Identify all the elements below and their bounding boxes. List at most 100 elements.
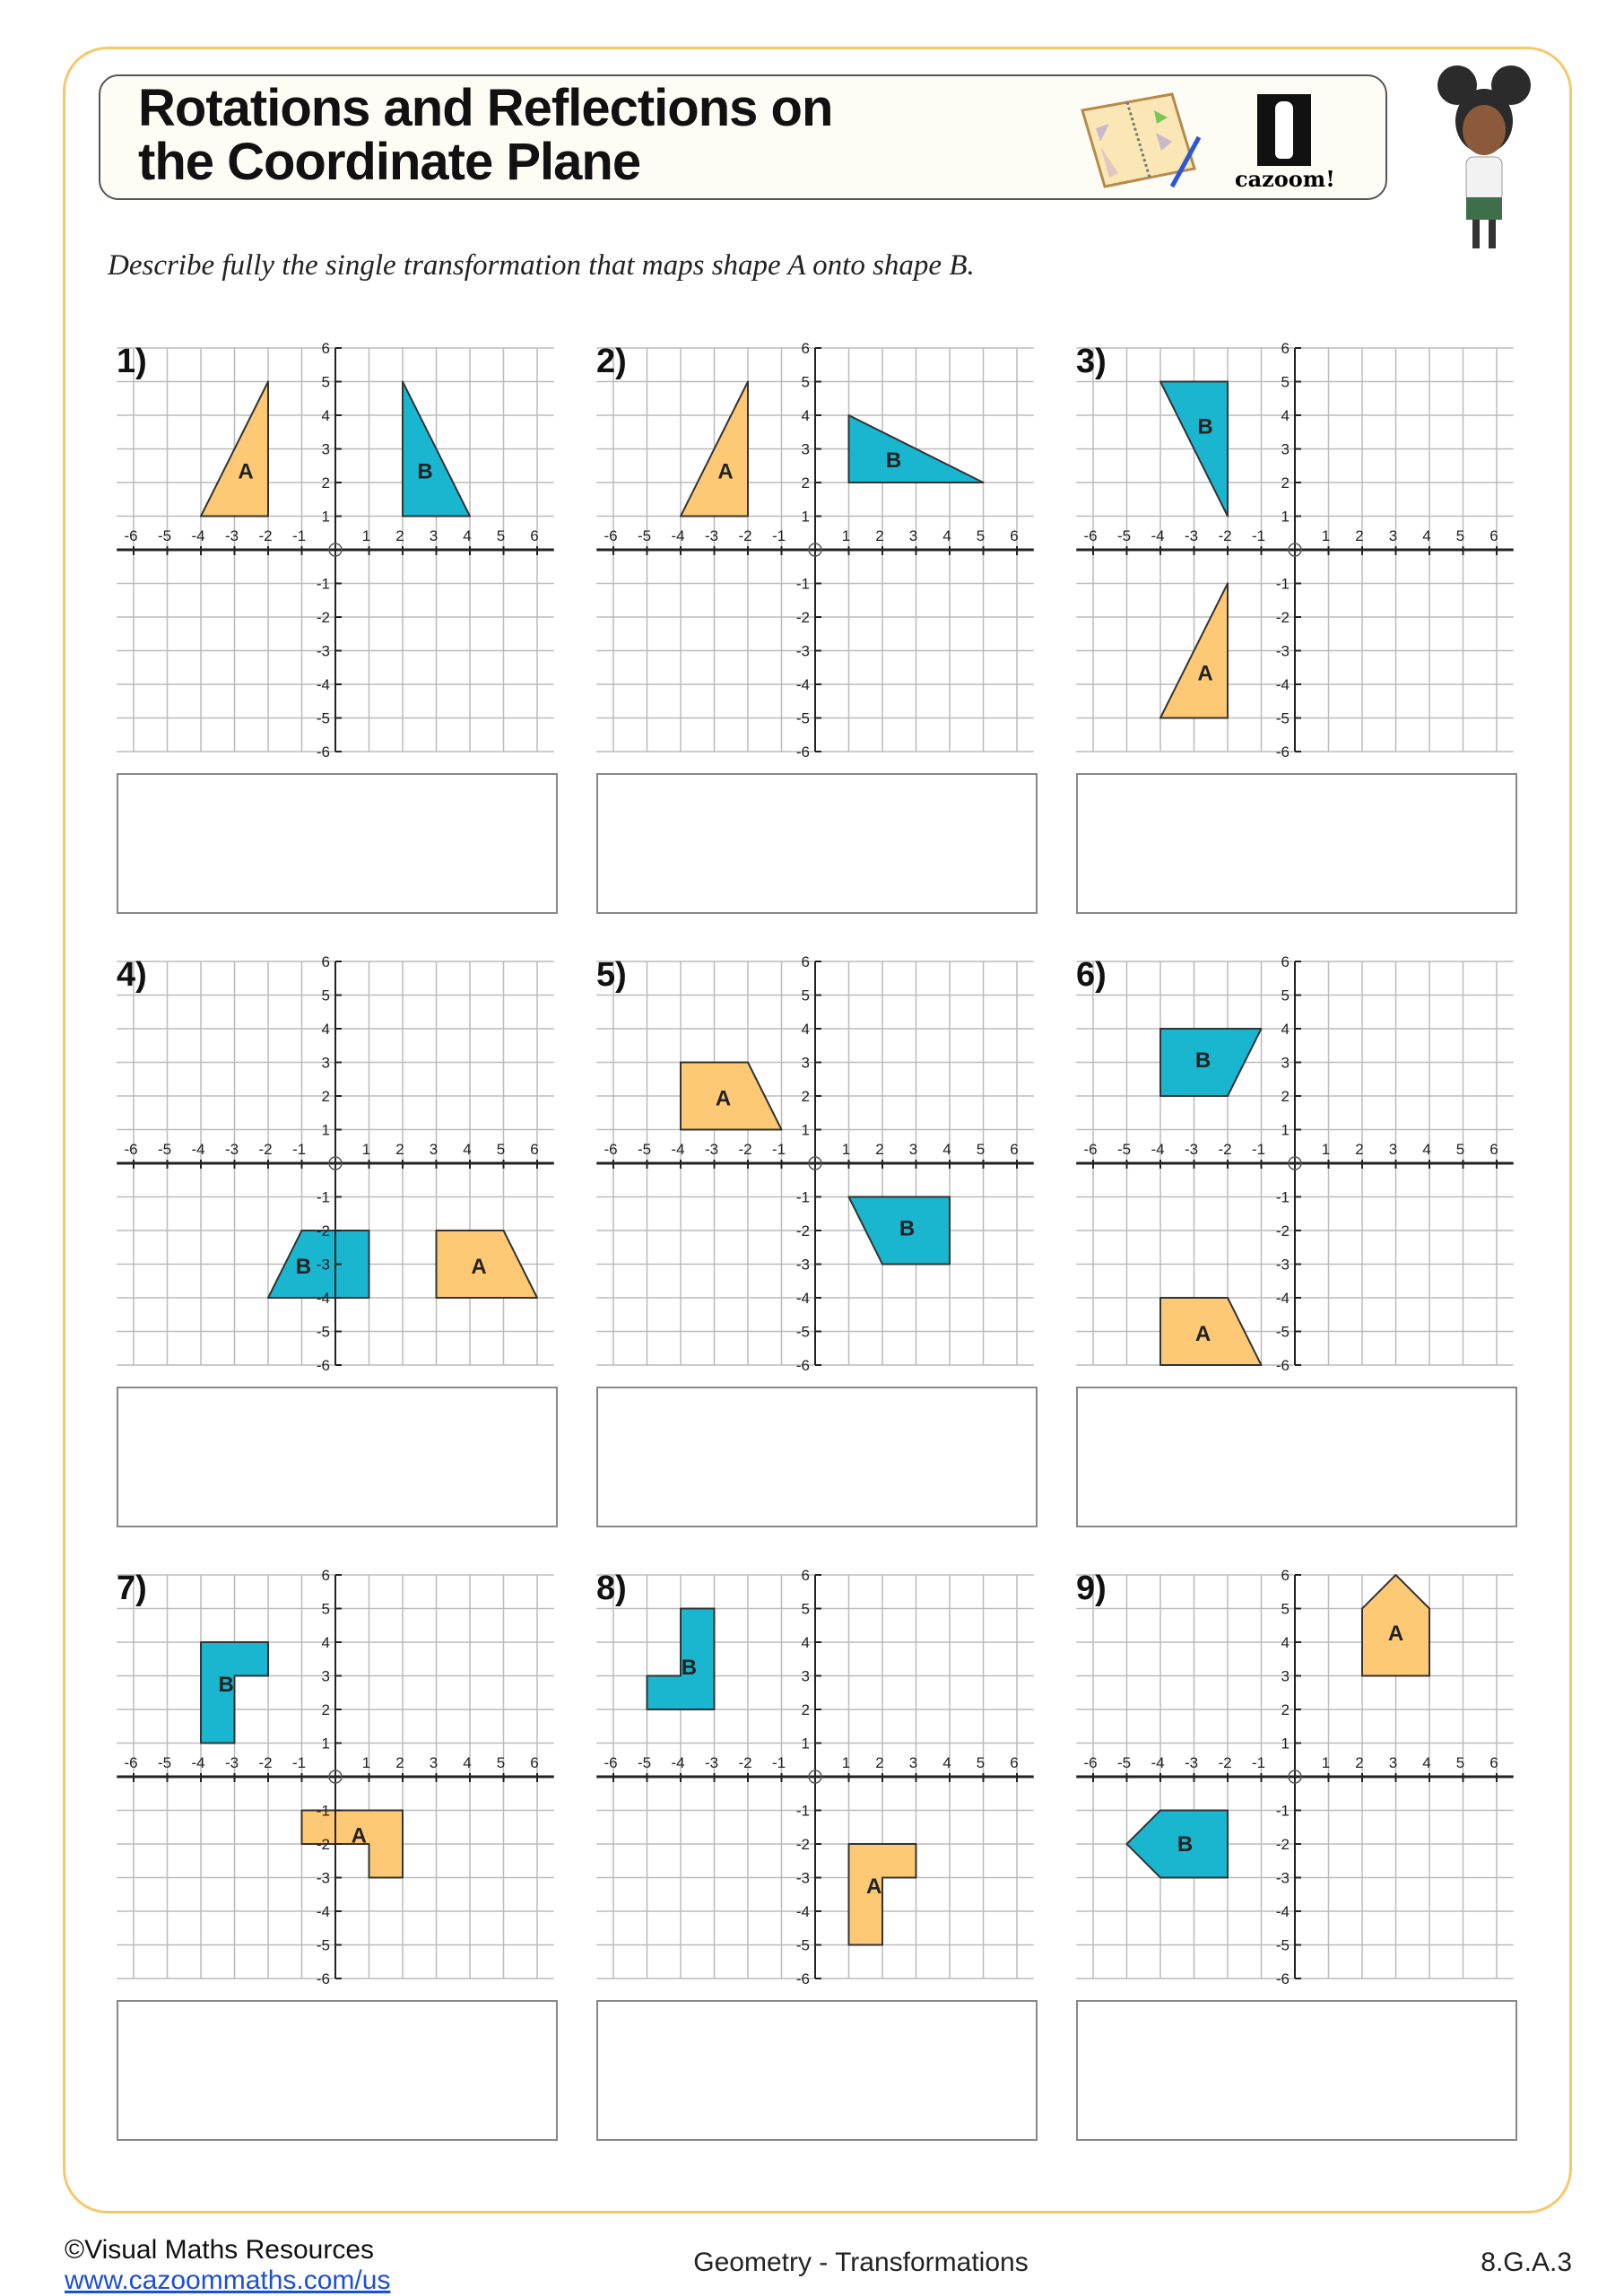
y-tick-label: 5 [322, 987, 330, 1004]
y-tick-label: -4 [1276, 1290, 1290, 1307]
answer-box[interactable] [596, 1387, 1038, 1527]
x-tick-label: -2 [258, 1141, 272, 1158]
shape-b-label: B [1195, 1048, 1211, 1073]
shape-a-label: A [352, 1824, 367, 1848]
cazoom-logo: cazoom! [1235, 94, 1335, 192]
shape-a-label: A [716, 1087, 731, 1111]
x-tick-label: -6 [124, 1141, 137, 1158]
x-tick-label: 3 [1389, 1141, 1397, 1158]
x-tick-label: 2 [1355, 1754, 1363, 1771]
footer-credit: ©Visual Maths Resources www.cazoommaths.… [65, 2235, 390, 2296]
y-tick-label: 1 [1281, 1122, 1290, 1139]
problem-8: A B -6 -6 -5 -5 -4 -4 -3 -3 -2 -2 -1 -1 1 1 2 2 3 3 4 4 5 5 6 6 8) [596, 1559, 1045, 2151]
x-tick-label: 3 [430, 1141, 438, 1158]
instruction-text: Describe fully the single transformation… [108, 249, 975, 282]
x-tick-label: 2 [875, 1754, 883, 1771]
shape-b-label: B [296, 1255, 311, 1279]
y-tick-label: -3 [796, 1257, 810, 1274]
x-tick-label: 5 [1456, 1141, 1464, 1158]
x-tick-label: -3 [1185, 1141, 1198, 1158]
y-tick-label: 2 [322, 474, 330, 491]
website-link[interactable]: www.cazoommaths.com/us [65, 2266, 391, 2295]
y-tick-label: -4 [317, 676, 330, 693]
y-tick-label: -2 [1276, 1836, 1290, 1853]
x-tick-label: 4 [463, 1141, 471, 1158]
shape-a-label: A [1197, 662, 1212, 686]
answer-box[interactable] [596, 2000, 1038, 2141]
problem-7: A B -6 -6 -5 -5 -4 -4 -3 -3 -2 -2 -1 -1 1 1 2 2 3 3 4 4 5 5 6 6 7) [117, 1559, 565, 2151]
shape-a [847, 1843, 917, 1946]
coordinate-grid: A B -6 -6 -5 -5 -4 -4 -3 -3 -2 -2 -1 -1 1 1 2 2 3 3 4 4 5 5 6 6 [1076, 1567, 1514, 1987]
x-tick-label: -5 [638, 527, 651, 544]
x-tick-label: 2 [875, 1141, 883, 1158]
y-tick-label: -4 [796, 1903, 810, 1920]
shape-a-label: A [238, 460, 253, 484]
answer-box[interactable] [1076, 1387, 1517, 1527]
x-tick-label: -2 [258, 1754, 272, 1771]
y-tick-label: -1 [1276, 1803, 1290, 1820]
x-tick-label: -5 [158, 527, 171, 544]
answer-box[interactable] [596, 773, 1038, 914]
x-tick-label: -2 [1218, 1141, 1231, 1158]
x-tick-label: 6 [1010, 527, 1018, 544]
coordinate-grid: A B -6 -6 -5 -5 -4 -4 -3 -3 -2 -2 -1 -1 1 1 2 2 3 3 4 4 5 5 6 6 [117, 953, 554, 1374]
x-tick-label: 4 [1422, 527, 1430, 544]
y-tick-label: 5 [802, 374, 810, 391]
x-tick-label: 2 [395, 1141, 404, 1158]
answer-box[interactable] [1076, 2000, 1517, 2141]
shape-a [1159, 1297, 1263, 1366]
y-tick-label: -4 [796, 676, 810, 693]
y-tick-label: -3 [1276, 1257, 1290, 1274]
x-tick-label: 6 [1489, 527, 1498, 544]
y-tick-label: -6 [317, 744, 330, 761]
y-tick-label: 5 [1281, 987, 1290, 1004]
y-tick-label: 6 [322, 340, 330, 357]
y-tick-label: -5 [317, 1937, 330, 1954]
x-tick-label: 3 [1389, 527, 1397, 544]
y-tick-label: -5 [796, 1324, 810, 1341]
y-tick-label: 1 [322, 1122, 330, 1139]
x-tick-label: -3 [225, 1754, 239, 1771]
x-tick-label: -3 [225, 527, 239, 544]
answer-box[interactable] [1076, 773, 1517, 914]
y-tick-label: 4 [322, 1634, 330, 1651]
shape-a [680, 1061, 783, 1131]
x-tick-label: 2 [1355, 1141, 1363, 1158]
y-tick-label: 5 [1281, 374, 1290, 391]
x-tick-label: 1 [362, 527, 370, 544]
y-tick-label: -5 [317, 1324, 330, 1341]
y-tick-label: -4 [1276, 1903, 1290, 1920]
answer-box[interactable] [117, 1387, 558, 1527]
x-tick-label: -6 [124, 527, 137, 544]
shape-a-label: A [471, 1255, 486, 1279]
y-tick-label: -1 [317, 1189, 330, 1206]
problem-number: 6) [1076, 956, 1107, 994]
x-tick-label: 1 [362, 1754, 370, 1771]
x-tick-label: 3 [909, 1754, 917, 1771]
y-tick-label: 2 [322, 1088, 330, 1105]
x-tick-label: -4 [1151, 1141, 1164, 1158]
y-tick-label: -6 [1276, 744, 1290, 761]
answer-box[interactable] [117, 2000, 558, 2141]
y-tick-label: 3 [322, 441, 330, 458]
origin-marker [1288, 1770, 1302, 1784]
problem-4: A B -6 -6 -5 -5 -4 -4 -3 -3 -2 -2 -1 -1 1 1 2 2 3 3 4 4 5 5 6 6 4) [117, 945, 565, 1537]
y-tick-label: 3 [1281, 441, 1290, 458]
x-tick-label: 4 [463, 1754, 471, 1771]
x-tick-label: -4 [1151, 527, 1164, 544]
x-tick-label: -1 [1252, 527, 1265, 544]
origin-marker [808, 543, 822, 557]
problem-number: 9) [1076, 1570, 1107, 1607]
y-tick-label: -2 [317, 609, 330, 626]
answer-box[interactable] [117, 773, 558, 914]
y-tick-label: -1 [796, 1189, 810, 1206]
shape-b [402, 380, 471, 517]
x-tick-label: -4 [1151, 1754, 1164, 1771]
y-tick-label: 1 [322, 1735, 330, 1752]
shape-a [435, 1230, 538, 1299]
x-tick-label: 3 [430, 527, 438, 544]
shape-b [1159, 380, 1229, 517]
coordinate-grid: A B -6 -6 -5 -5 -4 -4 -3 -3 -2 -2 -1 -1 1 1 2 2 3 3 4 4 5 5 6 6 [596, 953, 1034, 1374]
x-tick-label: -3 [705, 527, 718, 544]
x-tick-label: 3 [909, 1141, 917, 1158]
